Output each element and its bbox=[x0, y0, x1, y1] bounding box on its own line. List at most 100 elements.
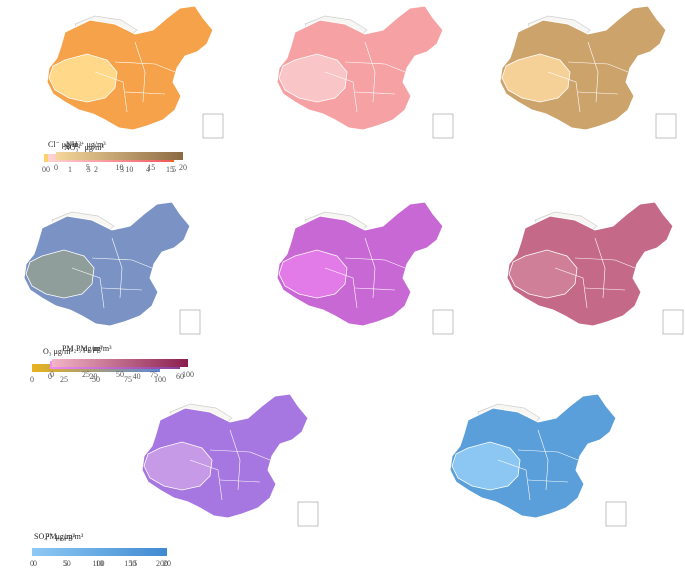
tick-label: 100 bbox=[92, 559, 105, 568]
map-panel-pm25 bbox=[465, 198, 685, 388]
south-china-sea-inset bbox=[605, 501, 627, 527]
tick-label: 50 bbox=[92, 375, 100, 384]
south-china-sea-inset bbox=[662, 309, 684, 335]
province-border bbox=[354, 287, 396, 291]
tick-label: 50 bbox=[116, 370, 124, 379]
tick-label: 10 bbox=[125, 165, 134, 174]
tick-label: 75 bbox=[124, 375, 132, 384]
province-border bbox=[574, 257, 636, 269]
china-map-cl bbox=[46, 5, 224, 139]
tick-label: 50 bbox=[62, 559, 71, 568]
south-china-sea-inset bbox=[432, 113, 454, 139]
province-border bbox=[94, 71, 128, 113]
province-border bbox=[364, 41, 376, 103]
colorbar-pm25 bbox=[52, 359, 188, 367]
colorbar-title-pm25: PM₂.₅ μg/m³ bbox=[62, 344, 103, 353]
tick-label: 75 bbox=[150, 370, 158, 379]
tick-label: 0 bbox=[48, 372, 52, 381]
tick-label: 5 bbox=[85, 163, 90, 172]
tick-label: 10 bbox=[115, 163, 124, 172]
province-border bbox=[497, 459, 531, 501]
china-map-pm1 bbox=[276, 201, 454, 335]
tick-label: 15 bbox=[129, 559, 138, 568]
west-region bbox=[48, 53, 118, 103]
colorbar-title-nh4: NH₄⁺ μg/m³ bbox=[66, 140, 106, 149]
tick-label: 0 bbox=[33, 559, 37, 568]
tick-label: 150 bbox=[124, 559, 137, 568]
province-border bbox=[209, 449, 271, 461]
colorbar-title-pm10: PM₁₀ μg/m³ bbox=[45, 532, 84, 541]
province-border bbox=[577, 91, 619, 95]
west-region bbox=[25, 249, 95, 299]
colorbar-title-o3: O₃ μg/m³ bbox=[43, 347, 73, 356]
tick-label: 40 bbox=[132, 372, 141, 381]
tick-label: 15 bbox=[166, 165, 174, 174]
province-border bbox=[354, 91, 396, 95]
province-border bbox=[587, 41, 599, 103]
china-map-pm25 bbox=[506, 201, 684, 335]
tick-label: 100 bbox=[182, 370, 194, 379]
west-region bbox=[451, 441, 521, 491]
map-panel-o3 bbox=[2, 198, 232, 388]
tick-label: 20 bbox=[89, 372, 98, 381]
west-region bbox=[143, 441, 213, 491]
south-china-sea-inset bbox=[432, 309, 454, 335]
china-map-nh4 bbox=[276, 5, 454, 139]
tick-label: 5 bbox=[172, 165, 176, 174]
tick-label: 5 bbox=[63, 559, 68, 568]
south-china-sea-inset bbox=[179, 309, 201, 335]
province-border bbox=[554, 267, 588, 309]
tick-label: 200 bbox=[156, 559, 168, 568]
province-border bbox=[229, 429, 241, 491]
province-border bbox=[527, 479, 569, 483]
province-border bbox=[584, 287, 626, 291]
west-region bbox=[278, 249, 348, 299]
tick-label: 2 bbox=[94, 165, 98, 174]
colorbar-title-so4: SO₄²⁻ μg/m³ bbox=[34, 532, 75, 541]
china-map-so4 bbox=[449, 393, 627, 527]
colorbar-title-pm1: PM₁ μg/m³ bbox=[76, 344, 112, 353]
province-border bbox=[547, 71, 581, 113]
tick-label: 25 bbox=[60, 375, 68, 384]
tick-label: 25 bbox=[82, 370, 90, 379]
colorbar-so4 bbox=[32, 548, 167, 556]
tick-label: 0 bbox=[30, 375, 34, 384]
province-border bbox=[101, 287, 143, 291]
south-china-sea-inset bbox=[202, 113, 224, 139]
tick-label: 0 bbox=[46, 165, 50, 174]
province-border bbox=[134, 41, 146, 103]
province-border bbox=[114, 61, 176, 73]
map-panel-nh4 bbox=[235, 2, 465, 192]
south-china-sea-inset bbox=[297, 501, 319, 527]
tick-label: 4 bbox=[146, 165, 150, 174]
province-border bbox=[219, 479, 261, 483]
tick-label: 0 bbox=[30, 559, 34, 568]
province-border bbox=[324, 71, 358, 113]
province-border bbox=[567, 61, 629, 73]
map-panel-so4 bbox=[408, 390, 638, 580]
province-border bbox=[594, 237, 606, 299]
tick-label: 0 bbox=[54, 163, 58, 172]
province-border bbox=[344, 61, 406, 73]
tick-label: 20 bbox=[163, 559, 171, 568]
map-panel-pm10 bbox=[100, 390, 330, 580]
tick-label: 0 bbox=[50, 370, 54, 379]
tick-label: 3 bbox=[120, 165, 124, 174]
china-map-no3 bbox=[499, 5, 677, 139]
province-border bbox=[111, 237, 123, 299]
province-border bbox=[364, 237, 376, 299]
tick-label: 20 bbox=[179, 163, 187, 172]
tick-label: 10 bbox=[95, 559, 104, 568]
china-map-o3 bbox=[23, 201, 201, 335]
tick-label: 15 bbox=[147, 163, 156, 172]
province-border bbox=[189, 459, 223, 501]
colorbar-title-no3: NO₃⁻ μg/m³ bbox=[64, 143, 104, 152]
china-map-pm10 bbox=[141, 393, 319, 527]
tick-label: 5 bbox=[86, 165, 91, 174]
province-border bbox=[537, 429, 549, 491]
colorbar-no3 bbox=[56, 152, 183, 160]
map-panel-no3 bbox=[458, 2, 685, 192]
tick-label: 0 bbox=[42, 165, 46, 174]
province-border bbox=[344, 257, 406, 269]
colorbar-title-cl: Cl⁻ μg/m³ bbox=[48, 140, 81, 149]
